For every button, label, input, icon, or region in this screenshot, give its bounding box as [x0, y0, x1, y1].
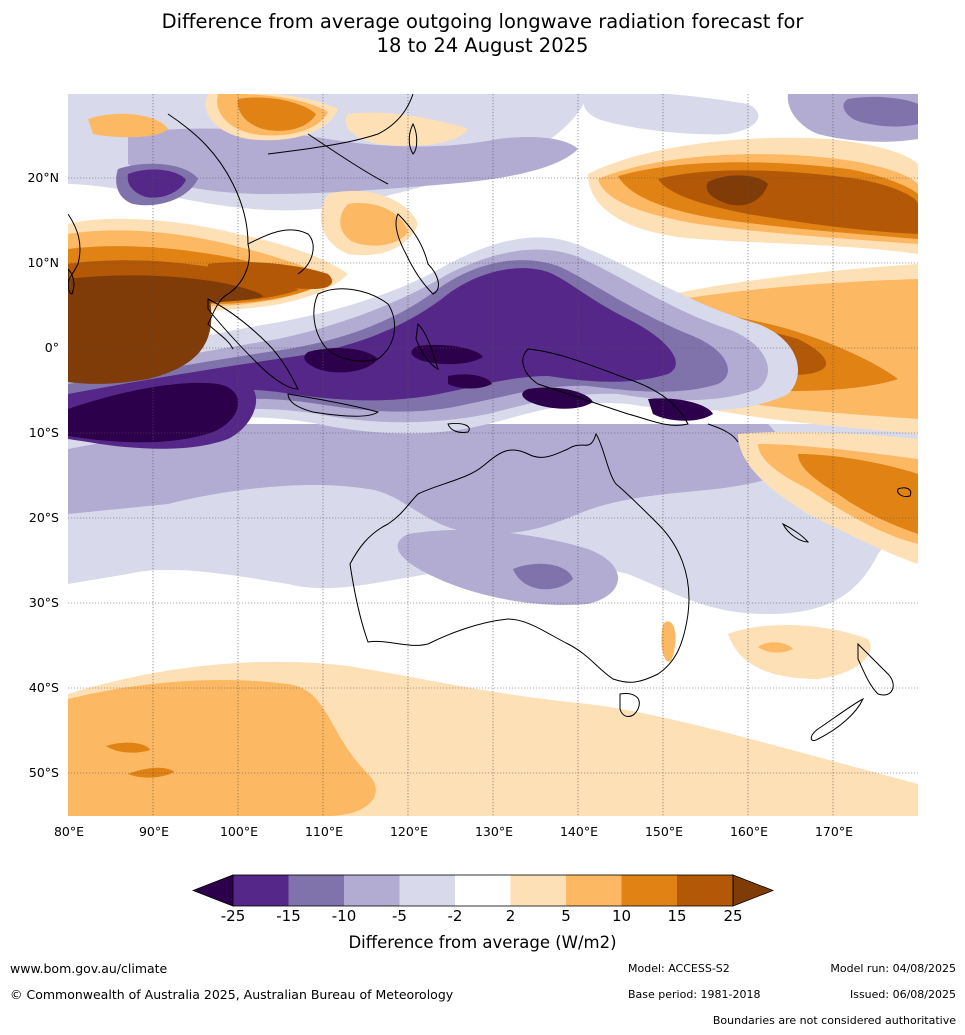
colorbar-bin-m10-m5	[344, 875, 400, 906]
indian-ocean-positive-anomaly	[68, 218, 348, 384]
coastline-sulawesi	[415, 322, 439, 370]
colorbar-bin-15-25	[677, 875, 733, 906]
colorbar-tick-minus15: -15	[276, 907, 301, 925]
lon-label-150e: 150°E	[644, 824, 683, 839]
colorbar-tick-15: 15	[667, 907, 687, 925]
coastline-nz-south	[810, 697, 865, 742]
lon-label-120e: 120°E	[389, 824, 428, 839]
coastline-india	[68, 213, 81, 285]
coastline-java	[287, 393, 380, 417]
colorbar-tick-minus5: -5	[392, 907, 407, 925]
north-pacific-positive-anomaly	[588, 137, 918, 254]
coastline-fiji	[897, 487, 912, 497]
model-run-text: Model run: 04/08/2025	[830, 962, 956, 975]
base-period-text: Base period: 1981-2018	[628, 988, 761, 1001]
website-link[interactable]: www.bom.gov.au/climate	[10, 961, 168, 976]
colorbar-tick-25: 25	[723, 907, 743, 925]
coastline-philippines	[395, 213, 439, 295]
lon-label-80e: 80°E	[53, 824, 85, 839]
lon-label-90e: 90°E	[138, 824, 170, 839]
coastline-tasmania	[619, 693, 640, 717]
colorbar-tick-10: 10	[611, 907, 632, 925]
colorbar-tick-minus25: -25	[220, 907, 246, 925]
lon-label-100e: 100°E	[219, 824, 258, 839]
lon-label-110e: 110°E	[304, 824, 343, 839]
coastline-nz-north	[857, 642, 894, 696]
coastlines	[68, 94, 912, 742]
lon-label-140e: 140°E	[559, 824, 598, 839]
issued-text: Issued: 06/08/2025	[849, 988, 956, 1001]
colorbar	[191, 874, 775, 908]
coastline-taiwan	[408, 122, 418, 155]
colorbar-bin-m15-m10	[288, 875, 344, 906]
colorbar-bin-m5-m2	[399, 875, 455, 906]
lat-label-20s: 20°S	[28, 510, 59, 525]
colorbar-extend-low	[191, 874, 234, 907]
lat-label-40s: 40°S	[28, 680, 59, 695]
coastline-borneo	[313, 288, 396, 362]
coastline-se-asia	[167, 113, 389, 350]
australia-negative-anomaly	[68, 424, 918, 614]
colorbar-bin-m2-2	[455, 875, 511, 906]
coastline-china	[267, 94, 414, 155]
coastline-timor	[447, 423, 470, 433]
colorbar-bin-m25-m15	[233, 875, 289, 906]
title-line-2: 18 to 24 August 2025	[376, 34, 589, 57]
colorbar-tick-5: 5	[561, 907, 571, 925]
copyright-text: © Commonwealth of Australia 2025, Austra…	[10, 987, 454, 1002]
model-text: Model: ACCESS-S2	[628, 962, 730, 975]
coastline-australia	[349, 432, 690, 683]
colorbar-tick-minus10: -10	[331, 907, 357, 925]
colorbar-tick-2: 2	[505, 907, 516, 925]
coastline-solomons	[707, 423, 739, 443]
lat-label-30s: 30°S	[28, 595, 59, 610]
graticule	[68, 94, 918, 816]
asia-anomalies	[68, 94, 918, 256]
title-line-1: Difference from average outgoing longwav…	[161, 10, 804, 33]
coastline-new-guinea	[522, 348, 689, 426]
lon-label-160e: 160°E	[729, 824, 768, 839]
lat-label-50s: 50°S	[28, 765, 59, 780]
chart-title: Difference from average outgoing longwav…	[0, 10, 965, 58]
colorbar-bin-2-5	[510, 875, 566, 906]
olr-anomaly-map	[68, 94, 918, 816]
colorbar-label: Difference from average (W/m2)	[348, 933, 617, 952]
lat-label-10n: 10°N	[27, 255, 59, 270]
southern-ocean-positive-anomaly	[68, 621, 918, 816]
coastline-new-caledonia	[781, 522, 810, 543]
lon-label-170e: 170°E	[814, 824, 853, 839]
disclaimer-text: Boundaries are not considered authoritat…	[712, 1014, 956, 1027]
coastline-sri-lanka	[68, 268, 75, 295]
colorbar-bin-5-10	[566, 875, 622, 906]
lon-label-130e: 130°E	[474, 824, 513, 839]
lat-label-10s: 10°S	[28, 425, 59, 440]
colorbar-tick-minus2: -2	[447, 907, 463, 925]
coastline-sumatra	[207, 298, 299, 390]
lat-label-0: 0°	[44, 340, 59, 355]
colorbar-extend-high	[732, 874, 775, 907]
colorbar-bin-10-15	[621, 875, 677, 906]
lat-label-20n: 20°N	[27, 170, 59, 185]
